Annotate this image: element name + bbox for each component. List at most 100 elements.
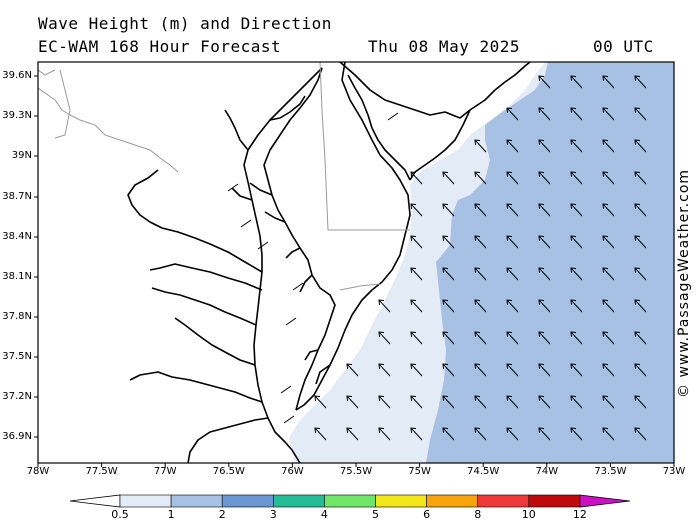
lat-label: 38.7N [2, 191, 32, 202]
wave-arrow [346, 395, 359, 409]
lon-label: 74W [535, 466, 559, 477]
lat-label: 36.9N [2, 431, 32, 442]
wave-arrow [602, 107, 615, 121]
wave-arrow [570, 139, 583, 153]
ocean-band-mid [426, 62, 674, 463]
wave-arrow [474, 331, 487, 345]
legend-label: 5 [372, 508, 379, 521]
wave-arrow [506, 299, 519, 313]
lon-label: 73W [662, 466, 686, 477]
wave-arrow [538, 427, 551, 441]
wave-arrow [538, 331, 551, 345]
wave-arrow [634, 139, 647, 153]
legend-label: 4 [320, 508, 328, 521]
wave-arrow [442, 235, 455, 249]
lat-label: 39N [11, 150, 32, 161]
lon-label: 78W [26, 466, 50, 477]
wave-arrow [346, 363, 359, 377]
legend-label: 2 [218, 508, 226, 521]
wave-arrow [378, 363, 391, 377]
wave-arrow [314, 427, 327, 441]
wave-direction-arrows [227, 75, 647, 441]
wave-arrow [602, 427, 615, 441]
wave-arrow [570, 395, 583, 409]
legend-swatch [426, 494, 479, 508]
wave-arrow [442, 427, 455, 441]
wave-arrow [634, 107, 647, 121]
legend-swatch [272, 494, 325, 508]
wave-arrow [506, 363, 519, 377]
lat-label: 37.5N [2, 351, 32, 362]
wave-arrow [570, 299, 583, 313]
wave-arrow [506, 107, 519, 121]
wave-arrow [634, 267, 647, 281]
legend-swatch [324, 494, 376, 508]
legend-label: 1 [167, 508, 175, 521]
lon-label: 76.5W [212, 466, 245, 477]
lon-label: 76W [281, 466, 304, 477]
wave-arrow [538, 267, 551, 281]
wave-arrow [538, 171, 551, 185]
wave-arrow [283, 415, 295, 424]
wave-arrow [538, 235, 551, 249]
wave-arrow [570, 267, 583, 281]
wave-arrow [280, 385, 292, 394]
wave-arrow [538, 299, 551, 313]
wave-arrow [570, 363, 583, 377]
wave-arrow [634, 427, 647, 441]
wave-arrow [602, 75, 615, 89]
legend-colorbar [69, 494, 630, 508]
legend-label: 12 [572, 508, 587, 521]
wave-arrow [634, 299, 647, 313]
legend-label: 10 [521, 508, 536, 521]
wave-arrow [634, 363, 647, 377]
wave-arrow [285, 317, 297, 326]
wave-arrow [634, 75, 647, 89]
wave-arrow [410, 331, 423, 345]
wave-arrow [474, 395, 487, 409]
wave-arrow [410, 363, 423, 377]
wave-arrow [570, 171, 583, 185]
wave-arrow [378, 427, 391, 441]
lat-label: 39.6N [2, 70, 32, 81]
legend-swatch [477, 494, 530, 508]
wave-arrow [506, 427, 519, 441]
wave-arrow [474, 139, 487, 153]
wave-arrow [410, 299, 423, 313]
wave-arrow [570, 203, 583, 217]
wave-arrow [442, 267, 455, 281]
wave-arrow [538, 395, 551, 409]
wave-arrow [442, 363, 455, 377]
wave-arrow [634, 395, 647, 409]
wave-arrow [387, 112, 399, 121]
wave-arrow [602, 203, 615, 217]
wave-arrow [602, 363, 615, 377]
legend-swatch [221, 494, 274, 508]
lat-label: 38.1N [2, 271, 32, 282]
lon-label: 77.5W [85, 466, 118, 477]
wave-arrow [378, 331, 391, 345]
wave-arrow [634, 235, 647, 249]
wave-arrow [410, 171, 423, 185]
wave-arrow [506, 171, 519, 185]
wave-arrow [634, 171, 647, 185]
wave-arrow [442, 299, 455, 313]
lon-label: 75W [408, 466, 431, 477]
legend-label: 6 [423, 508, 431, 521]
legend-swatch [375, 494, 427, 508]
lat-label: 37.2N [2, 391, 32, 402]
watermark: © www.PassageWeather.com [676, 168, 692, 398]
legend-label: 0.5 [111, 508, 129, 521]
wave-arrow [442, 395, 455, 409]
wave-arrow [570, 107, 583, 121]
wave-arrow [506, 267, 519, 281]
wave-arrow [442, 203, 455, 217]
wave-arrow [257, 241, 269, 250]
wave-arrow [227, 183, 239, 192]
wave-arrow [410, 235, 423, 249]
legend-under-arrow [69, 494, 121, 508]
wave-arrow [538, 107, 551, 121]
wave-arrow [474, 203, 487, 217]
wave-arrow [570, 427, 583, 441]
